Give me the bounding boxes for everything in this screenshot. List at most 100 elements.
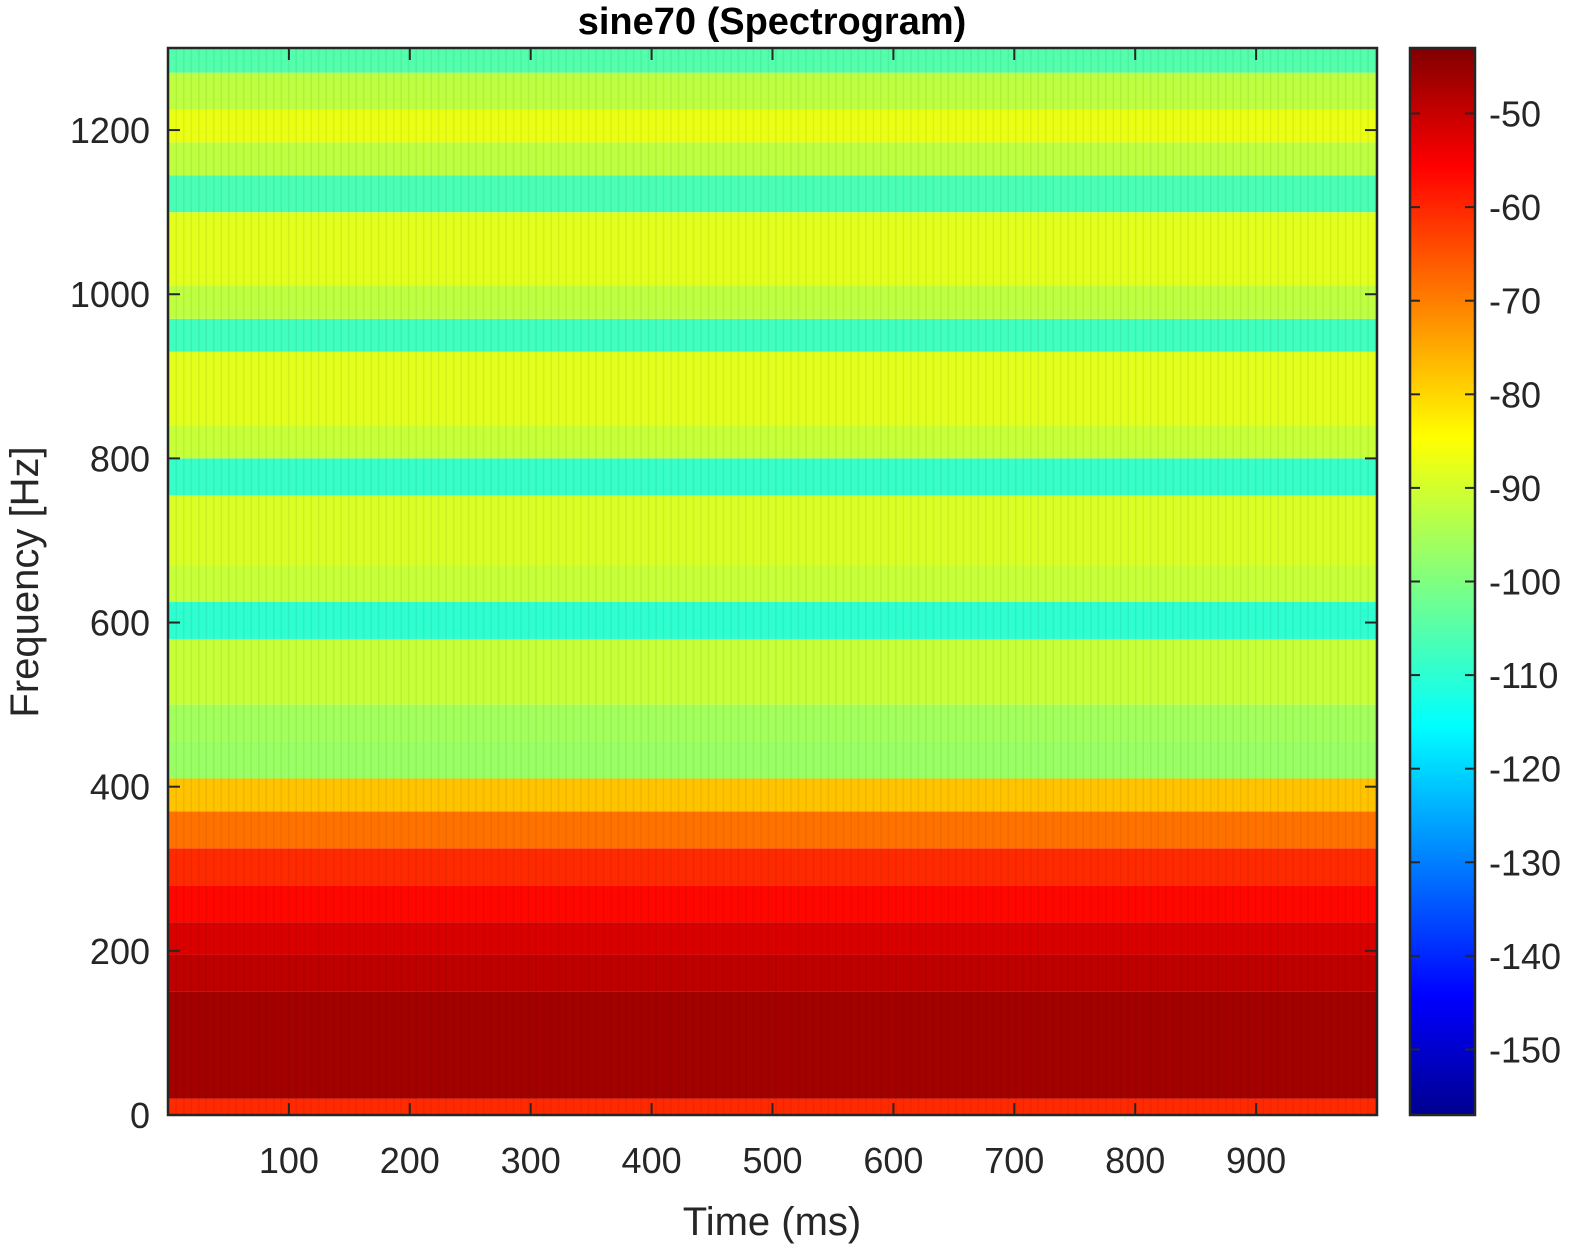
frame-stripe — [407, 48, 410, 1115]
colorbar-tick-label: -90 — [1489, 468, 1541, 509]
frame-stripe — [1134, 48, 1137, 1115]
frame-stripe — [370, 48, 372, 1115]
frame-stripe — [632, 48, 635, 1115]
frame-stripe — [1374, 48, 1377, 1115]
frame-stripe — [1322, 48, 1324, 1115]
frame-stripe — [295, 48, 298, 1115]
frame-stripe — [445, 48, 447, 1115]
heatmap-band-11 — [168, 602, 1377, 639]
frame-stripe — [197, 48, 200, 1115]
frame-stripe — [400, 48, 402, 1115]
frame-stripe — [1097, 48, 1100, 1115]
frame-stripe — [227, 48, 230, 1115]
frame-stripe — [512, 48, 515, 1115]
frame-stripe — [1269, 48, 1272, 1115]
frame-stripe — [542, 48, 545, 1115]
frame-stripe — [205, 48, 208, 1115]
frame-stripe — [647, 48, 650, 1115]
frame-stripe — [782, 48, 785, 1115]
frame-stripe — [1284, 48, 1287, 1115]
x-tick-label: 800 — [1105, 1140, 1165, 1181]
frame-stripe — [1157, 48, 1160, 1115]
frame-stripe — [1179, 48, 1182, 1115]
frame-stripe — [992, 48, 995, 1115]
frame-stripe — [452, 48, 455, 1115]
heatmap-band-23 — [168, 72, 1377, 110]
frame-stripe — [242, 48, 245, 1115]
frame-stripe — [835, 48, 837, 1115]
frame-stripe — [220, 48, 223, 1115]
frame-stripe — [1007, 48, 1010, 1115]
frame-stripe — [190, 48, 193, 1115]
frame-stripe — [865, 48, 867, 1115]
colorbar-tick-label: -80 — [1489, 374, 1541, 415]
frame-stripe — [1254, 48, 1257, 1115]
frame-stripe — [332, 48, 335, 1115]
y-tick-label: 1200 — [70, 110, 150, 151]
frame-stripe — [880, 48, 882, 1115]
frame-stripe — [662, 48, 665, 1115]
heatmap-band-22 — [168, 109, 1377, 143]
x-tick-label: 400 — [622, 1140, 682, 1181]
frame-stripe — [902, 48, 905, 1115]
frame-stripe — [565, 48, 567, 1115]
x-tick-label: 600 — [863, 1140, 923, 1181]
y-axis-ticks: 0 200 400 600 800 1000 1200 — [70, 110, 1377, 1136]
frame-stripe — [977, 48, 980, 1115]
frame-stripe — [1307, 48, 1309, 1115]
heatmap-band-4 — [168, 885, 1377, 923]
frame-stripe — [1292, 48, 1294, 1115]
frame-stripe — [422, 48, 425, 1115]
frame-stripe — [692, 48, 695, 1115]
frame-stripe — [1082, 48, 1085, 1115]
frame-stripe — [775, 48, 777, 1115]
frame-stripe — [1074, 48, 1077, 1115]
frame-stripe — [1232, 48, 1235, 1115]
frame-stripe — [467, 48, 470, 1115]
frame-stripe — [602, 48, 605, 1115]
frame-stripe — [535, 48, 537, 1115]
heatmap-band-10 — [168, 638, 1377, 705]
frame-stripe — [820, 48, 822, 1115]
y-tick-label: 600 — [90, 603, 150, 644]
frame-stripe — [797, 48, 800, 1115]
frame-stripe — [595, 48, 597, 1115]
frame-stripe — [1067, 48, 1070, 1115]
frame-stripe — [812, 48, 815, 1115]
heatmap-band-7 — [168, 778, 1377, 812]
frame-stripe — [1060, 48, 1062, 1115]
heatmap-band-17 — [168, 318, 1377, 352]
frame-stripe — [985, 48, 987, 1115]
heatmap-band-5 — [168, 848, 1377, 886]
frame-stripe — [550, 48, 552, 1115]
frame-stripe — [1262, 48, 1264, 1115]
frame-stripe — [925, 48, 927, 1115]
frame-stripe — [475, 48, 477, 1115]
frame-stripe — [1022, 48, 1025, 1115]
heatmap-band-16 — [168, 351, 1377, 426]
frame-stripe — [235, 48, 238, 1115]
frame-stripe — [707, 48, 710, 1115]
heatmap-area — [168, 48, 1377, 1115]
frame-stripe — [317, 48, 320, 1115]
x-tick-label: 900 — [1226, 1140, 1286, 1181]
frame-stripe — [1104, 48, 1107, 1115]
frame-stripe — [917, 48, 920, 1115]
y-tick-label: 400 — [90, 767, 150, 808]
frame-stripe — [497, 48, 500, 1115]
frame-stripe — [610, 48, 612, 1115]
frame-stripe — [1202, 48, 1205, 1115]
frame-stripe — [730, 48, 732, 1115]
frame-stripe — [760, 48, 762, 1115]
colorbar-tick-label: -150 — [1489, 1029, 1561, 1070]
frame-stripe — [677, 48, 680, 1115]
frame-stripe — [685, 48, 687, 1115]
x-tick-label: 700 — [984, 1140, 1044, 1181]
frame-stripe — [437, 48, 440, 1115]
frame-stripe — [385, 48, 387, 1115]
heatmap-band-19 — [168, 212, 1377, 287]
frame-stripe — [482, 48, 485, 1115]
colorbar-ticks: -50 -60 -70 -80 -90 -100 -110 -120 -130 -140 -150 — [1410, 94, 1561, 1070]
frame-stripe — [490, 48, 492, 1115]
x-axis-ticks: 100 200 300 400 500 600 700 800 900 — [259, 48, 1286, 1181]
